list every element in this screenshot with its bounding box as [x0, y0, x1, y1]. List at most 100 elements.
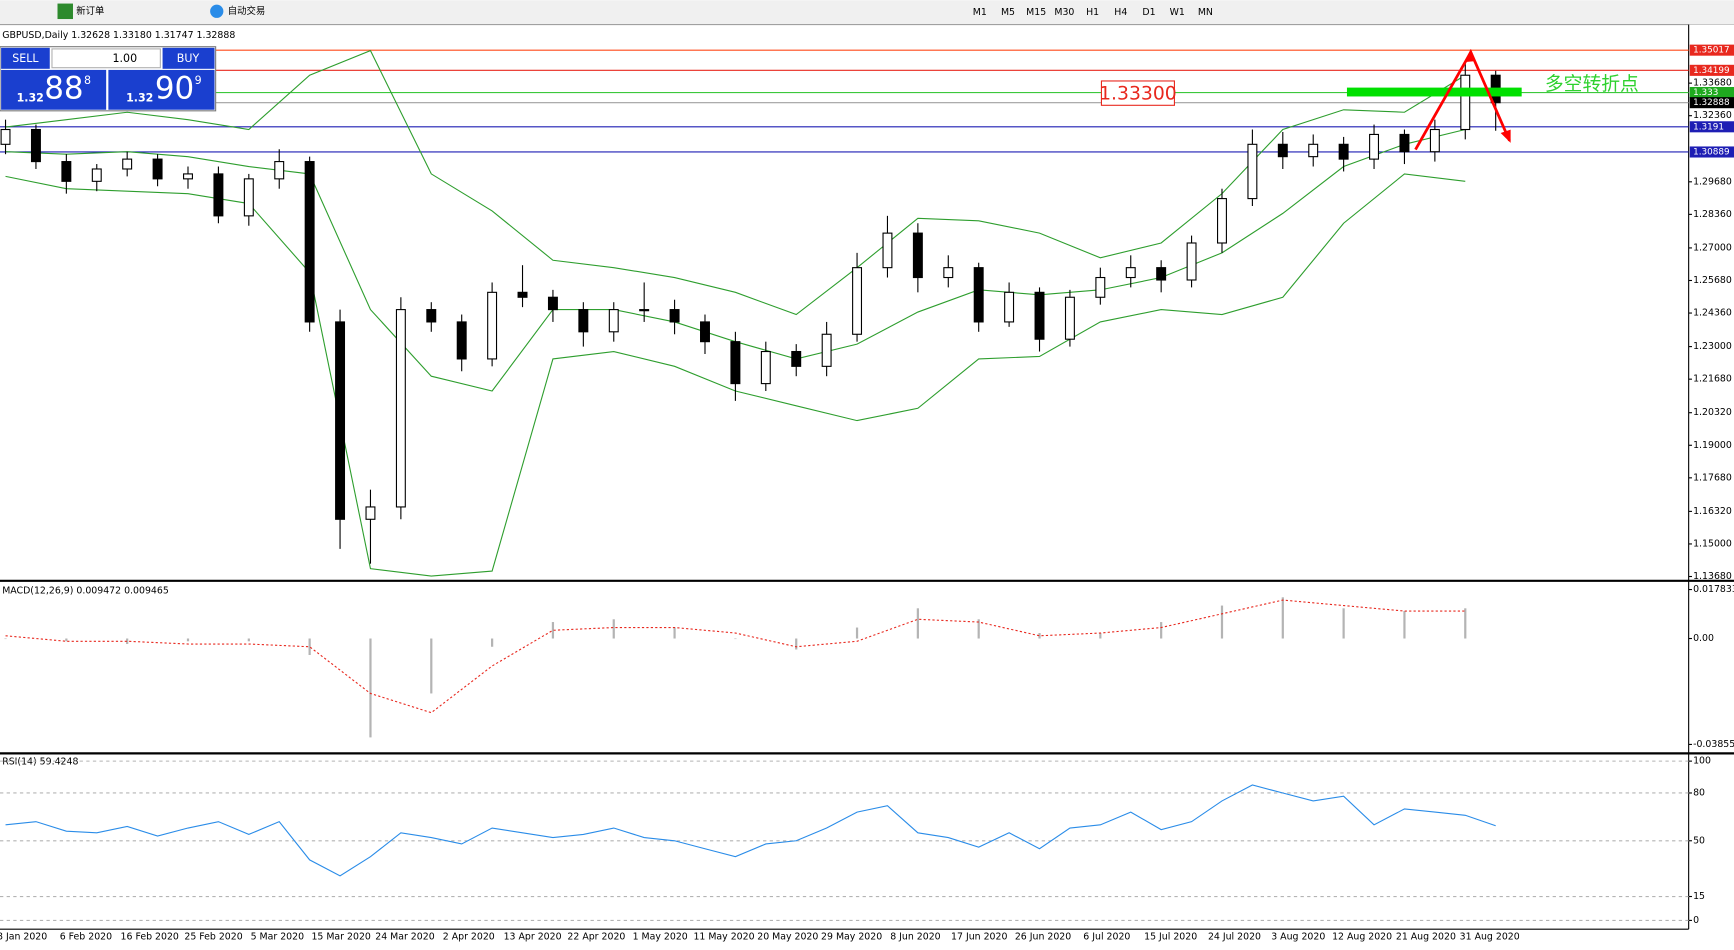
x-tick-label: 26 Jun 2020	[1015, 931, 1071, 942]
x-tick-label: 15 Jul 2020	[1144, 931, 1197, 942]
new-order-icon[interactable]	[57, 3, 73, 20]
bid-box[interactable]	[1, 69, 107, 110]
auto-trading-icon[interactable]	[210, 4, 224, 18]
zone-highlight	[1346, 87, 1522, 97]
trade-panel: SELL BUY 1.00 1.32 88 8 1.32 90 9	[0, 46, 217, 112]
candle-body	[1125, 267, 1136, 279]
candle-body	[791, 350, 802, 367]
y-tick-label: 80	[1693, 787, 1705, 798]
timeframe-button[interactable]: M5	[1001, 7, 1015, 18]
y-tick-label: 1.17680	[1693, 472, 1732, 483]
y-tick-label: 0	[1693, 915, 1699, 926]
macd-bar	[126, 638, 129, 645]
candle-body	[1217, 198, 1227, 244]
x-tick-label: 8 Jun 2020	[890, 931, 940, 942]
buy-button[interactable]	[162, 47, 215, 69]
candle-body	[1338, 143, 1349, 160]
y-tick-label: 1.20320	[1693, 407, 1732, 418]
y-tick-label: 1.29680	[1693, 176, 1732, 187]
candle-body	[91, 168, 102, 182]
candle-body	[852, 267, 863, 335]
y-tick-label: 1.27000	[1693, 242, 1732, 253]
candle-body	[517, 291, 528, 298]
level-price-label: 1.34199	[1693, 66, 1730, 76]
macd-bar	[855, 627, 859, 639]
timeframe-button[interactable]: D1	[1142, 7, 1155, 18]
macd-bar	[369, 638, 372, 738]
new-order-button[interactable]: 新订单	[76, 5, 104, 17]
macd-bar	[1464, 608, 1467, 639]
candle-body	[426, 309, 437, 323]
panel-title: GBPUSD,Daily 1.32628 1.33180 1.31747 1.3…	[2, 30, 235, 41]
candle-body	[122, 158, 133, 170]
panels: GBPUSD,Daily 1.32628 1.33180 1.31747 1.3…	[0, 30, 1734, 942]
candle-body	[669, 309, 680, 323]
level-price-label: 1.32888	[1693, 98, 1730, 108]
y-tick-label: 1.33680	[1693, 78, 1732, 89]
macd-bar	[551, 622, 555, 639]
candle-body	[0, 128, 11, 145]
candle-body	[943, 267, 954, 279]
timeframe-button[interactable]: H4	[1114, 7, 1127, 18]
level-price-box	[1689, 97, 1734, 109]
candle-body	[456, 321, 467, 360]
candle-body	[1156, 267, 1167, 281]
macd-bar	[795, 638, 798, 650]
bid-big: 88	[44, 70, 83, 106]
ask-box[interactable]	[108, 69, 215, 110]
macd-bar	[247, 638, 250, 642]
y-tick-label: -0.038559	[1693, 739, 1734, 750]
candle-body	[274, 161, 285, 180]
y-tick-label: 1.13680	[1693, 571, 1732, 582]
timeframe-button[interactable]: H1	[1086, 7, 1099, 18]
x-tick-label: 12 Aug 2020	[1332, 931, 1392, 942]
lots-value[interactable]: 1.00	[113, 52, 138, 65]
candle-body	[1369, 133, 1380, 160]
macd-bar	[4, 638, 7, 640]
candle-body	[1308, 143, 1319, 158]
y-tick-label: 50	[1693, 835, 1705, 846]
timeframe-button[interactable]: M15	[1026, 7, 1046, 18]
bollinger-band	[5, 49, 1466, 316]
sell-button[interactable]	[1, 47, 50, 69]
level-price-label: 1.30889	[1693, 147, 1730, 157]
candle-body	[1064, 296, 1075, 340]
x-tick-label: 3 Aug 2020	[1271, 931, 1325, 942]
y-tick-label: 1.28360	[1693, 209, 1732, 220]
panel-title: MACD(12,26,9) 0.009472 0.009465	[2, 585, 169, 596]
buy-label[interactable]: BUY	[177, 52, 200, 65]
candle-body	[1004, 291, 1015, 323]
lots-input[interactable]	[51, 48, 161, 69]
x-tick-label: 15 Mar 2020	[311, 931, 370, 942]
macd-bar	[1099, 633, 1102, 639]
x-tick-label: 22 Apr 2020	[567, 931, 625, 942]
level-annotation-box	[1100, 80, 1175, 106]
x-tick-label: 29 May 2020	[821, 931, 882, 942]
candle-body	[730, 341, 741, 385]
x-tick-label: 16 Feb 2020	[121, 931, 179, 942]
macd-bar	[734, 638, 737, 640]
timeframe-button[interactable]: M1	[973, 7, 987, 18]
timeframe-button[interactable]: M30	[1054, 7, 1074, 18]
x-tick-label: 5 Mar 2020	[251, 931, 305, 942]
macd-bar	[1160, 622, 1163, 639]
timeframe-button[interactable]: MN	[1198, 7, 1213, 18]
timeframe-button[interactable]: W1	[1170, 7, 1185, 18]
price-axis	[1688, 24, 1734, 946]
x-tick-label: 6 Jul 2020	[1083, 931, 1130, 942]
y-tick-label: 100	[1693, 756, 1711, 767]
y-tick-label: 1.32360	[1693, 110, 1732, 121]
level-price-box	[1689, 121, 1734, 133]
ask-sup: 9	[195, 74, 202, 87]
level-price-box	[1689, 44, 1734, 56]
macd-bar	[1220, 605, 1224, 639]
macd-bar	[916, 608, 919, 639]
x-tick-label: 20 May 2020	[757, 931, 818, 942]
candle-body	[578, 309, 589, 333]
rsi-line	[5, 784, 1496, 877]
timeframe-group: M1 M5 M15 M30 H1 H4 D1 W1 MN	[973, 7, 1213, 18]
sell-label[interactable]: SELL	[12, 52, 39, 65]
x-tick-label: 1 May 2020	[633, 931, 688, 942]
auto-trading-button[interactable]: 自动交易	[228, 5, 266, 17]
level-price-box	[1689, 64, 1734, 76]
